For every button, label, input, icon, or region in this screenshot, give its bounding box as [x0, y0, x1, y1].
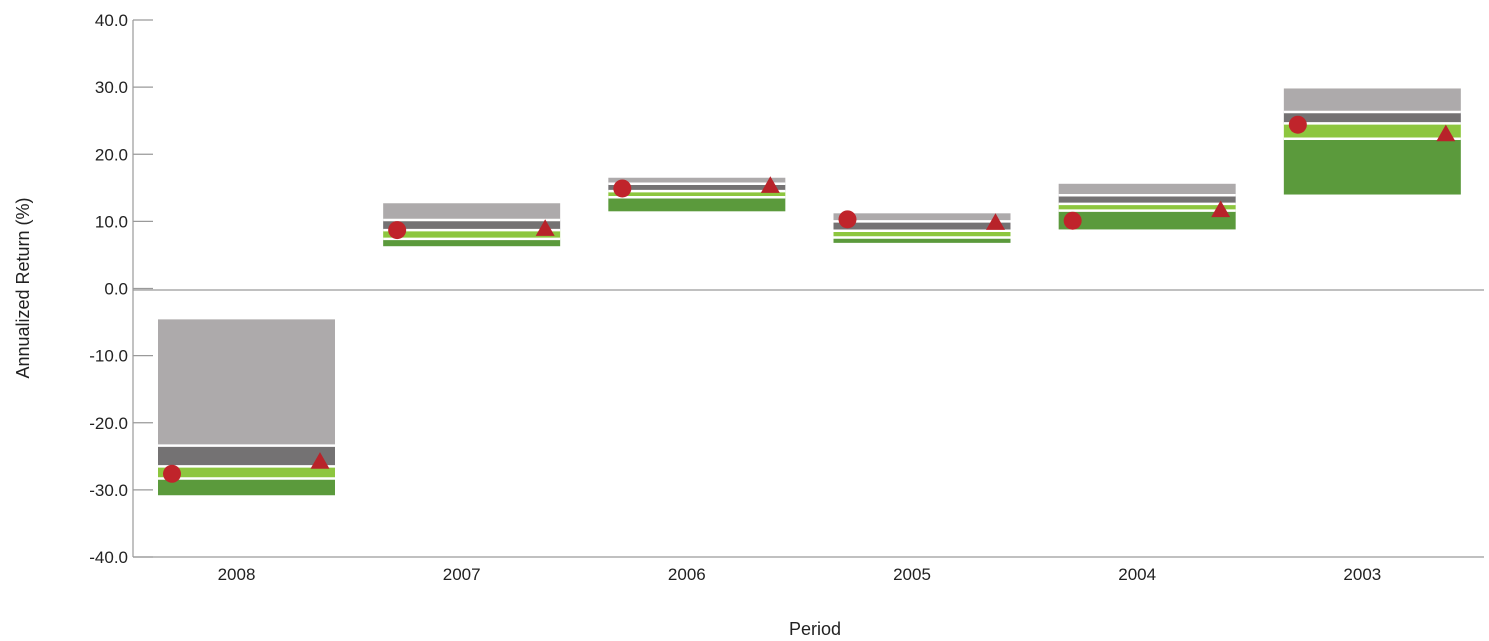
x-axis-tick-labels: 2008 2007 2006 2005 2004 2003: [218, 565, 1382, 584]
quartile-band-2003-q3: [1283, 123, 1461, 139]
quartile-band-2007-q3: [383, 230, 561, 239]
quartile-band-2006-q4: [608, 197, 786, 212]
quartile-band-2003-q1: [1283, 88, 1461, 112]
triangle-marker-2003: [1436, 124, 1456, 142]
quartile-band-2006-q2: [608, 183, 786, 192]
circle-marker-2004: [1063, 211, 1082, 230]
quartile-band-2005-q1: [833, 213, 1011, 222]
x-tick-label: 2003: [1343, 565, 1381, 584]
triangle-marker-2006: [760, 176, 780, 193]
quartile-band-2008-q2: [158, 445, 335, 467]
quartile-band-2004-q3: [1058, 203, 1236, 211]
quartile-band-2003-q2: [1283, 111, 1461, 124]
quartile-band-2005-q4: [833, 237, 1011, 243]
y-tick-label: -20.0: [89, 414, 128, 433]
y-tick-label: 0.0: [104, 280, 128, 299]
quartile-band-2006-q3: [608, 191, 786, 198]
circle-marker-2005: [838, 210, 857, 229]
y-tick-label: -40.0: [89, 548, 128, 567]
circle-marker-2006: [613, 179, 632, 198]
y-tick-label: 20.0: [95, 145, 128, 164]
circle-marker-2008: [163, 464, 181, 483]
triangle-marker-2008: [310, 452, 330, 469]
quartile-band-2006-q1: [608, 177, 786, 184]
quartile-band-2005-q3: [833, 230, 1011, 238]
x-tick-label: 2004: [1118, 565, 1156, 584]
triangle-marker-2005: [986, 213, 1005, 230]
quartile-band-2004-q1: [1058, 183, 1236, 196]
x-tick-label: 2007: [443, 565, 481, 584]
quartile-band-2007-q4: [383, 238, 561, 247]
quartile-band-2008-q1: [158, 319, 335, 446]
quartile-band-2004-q2: [1058, 195, 1236, 204]
x-tick-label: 2008: [218, 565, 256, 584]
axes: [132, 20, 1484, 558]
circle-marker-2003: [1288, 115, 1307, 134]
y-tick-label: 10.0: [95, 212, 128, 231]
y-tick-label: -10.0: [89, 347, 128, 366]
data-markers: [163, 115, 1456, 483]
x-tick-label: 2006: [668, 565, 706, 584]
quartile-band-2007-q2: [383, 220, 561, 231]
y-tick-label: 40.0: [95, 11, 128, 30]
x-tick-label: 2005: [893, 565, 931, 584]
y-axis-ticks: 40.0 30.0 20.0 10.0 0.0 -10.0 -20.0 -30.0 -40.0: [89, 11, 153, 567]
quartile-band-2008-q4: [158, 478, 335, 496]
triangle-marker-2007: [535, 219, 555, 236]
x-axis-title: Period: [789, 619, 841, 639]
circle-marker-2007: [388, 221, 407, 240]
quartile-bars: [158, 88, 1461, 496]
quartile-band-2008-q3: [158, 466, 335, 479]
quartile-band-2007-q1: [383, 203, 561, 221]
y-tick-label: -30.0: [89, 481, 128, 500]
triangle-marker-2004: [1211, 200, 1231, 218]
quartile-band-2004-q4: [1058, 210, 1236, 230]
quartile-band-2003-q4: [1283, 138, 1461, 195]
y-tick-label: 30.0: [95, 78, 128, 97]
quartile-band-2005-q2: [833, 221, 1011, 231]
y-axis-title: Annualized Return (%): [13, 197, 33, 378]
